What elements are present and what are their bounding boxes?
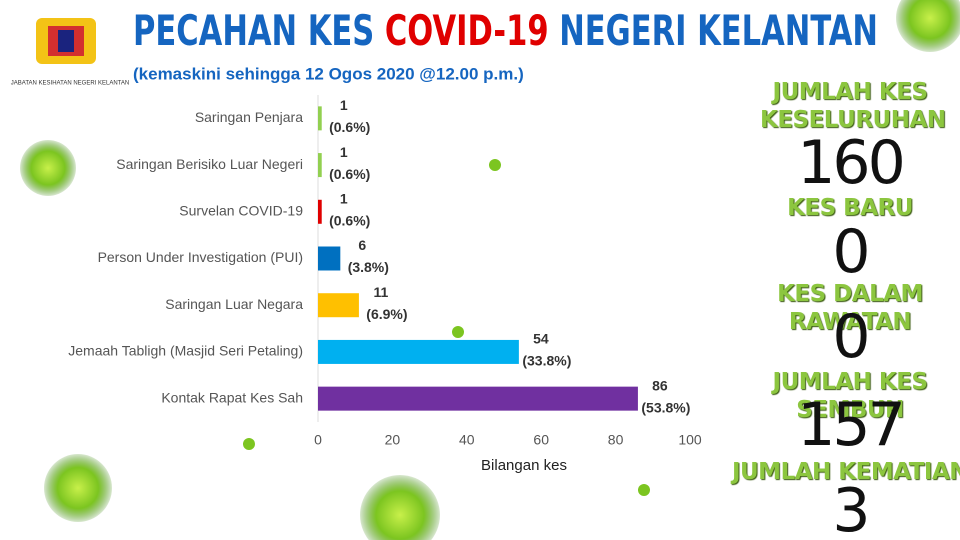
title: PECAHAN KES COVID-19 NEGERI KELANTAN [133, 6, 878, 55]
percent-label: (3.8%) [348, 259, 389, 275]
y-tick-label: Jemaah Tabligh (Masjid Seri Petaling) [68, 343, 303, 359]
bar [318, 106, 322, 131]
percent-label: (33.8%) [522, 353, 571, 369]
value-label: 11 [374, 284, 389, 300]
value-label: 6 [358, 237, 366, 253]
percent-label: (53.8%) [641, 399, 690, 415]
plot: 0 20 40 60 80 100 Bilangan kes Saringan Penjara… [68, 95, 702, 474]
bar [318, 386, 638, 411]
logo-text: JABATAN KESIHATAN NEGERI KELANTAN [11, 81, 129, 87]
stat-label: KES DALAM RAWATAN [777, 281, 923, 335]
decoration [20, 0, 960, 540]
stat-value: 157 [797, 390, 906, 460]
bar [318, 293, 359, 318]
value-label: 1 [340, 97, 348, 113]
x-tick-label: 0 [314, 432, 322, 448]
x-tick-label: 40 [459, 432, 475, 448]
bar [318, 199, 322, 224]
y-tick-label: Saringan Berisiko Luar Negeri [116, 156, 303, 172]
stat-label: JUMLAH KEMATIAN [731, 459, 960, 485]
percent-label: (0.6%) [329, 119, 370, 135]
percent-label: (6.9%) [366, 306, 407, 322]
stat-label: KES BARU [787, 195, 913, 221]
x-tick-label: 100 [678, 432, 702, 448]
value-label: 86 [652, 377, 668, 393]
value-label: 54 [533, 331, 549, 347]
y-tick-label: Kontak Rapat Kes Sah [161, 389, 303, 405]
x-axis-label: Bilangan kes [481, 457, 567, 474]
percent-label: (0.6%) [329, 166, 370, 182]
title-part: PECAHAN KES [133, 6, 374, 55]
x-tick-label: 60 [533, 432, 549, 448]
y-tick-label: Saringan Penjara [195, 109, 303, 125]
stat-value: 3 [832, 476, 870, 540]
stat-value: 0 [832, 302, 870, 372]
value-label: 1 [340, 144, 348, 160]
x-tick-label: 20 [385, 432, 401, 448]
x-tick-label: 80 [608, 432, 624, 448]
value-label: 1 [340, 190, 348, 206]
bar [318, 153, 322, 178]
y-tick-label: Person Under Investigation (PUI) [98, 249, 303, 265]
subtitle: (kemaskini sehingga 12 Ogos 2020 @12.00 … [133, 64, 524, 83]
stat-value: 160 [797, 128, 906, 198]
y-tick-label: Saringan Luar Negara [165, 296, 303, 312]
bar [318, 339, 519, 364]
title-part: NEGERI KELANTAN [559, 6, 878, 55]
y-tick-label: Survelan COVID-19 [179, 202, 303, 218]
title-part: COVID-19 [385, 6, 549, 55]
stat-label: JUMLAH KES KESELURUHAN [760, 79, 946, 133]
percent-label: (0.6%) [329, 212, 370, 228]
stat-label: JUMLAH KES SEMBUH [772, 369, 928, 423]
stat-value: 0 [832, 217, 870, 287]
bar [318, 246, 341, 271]
